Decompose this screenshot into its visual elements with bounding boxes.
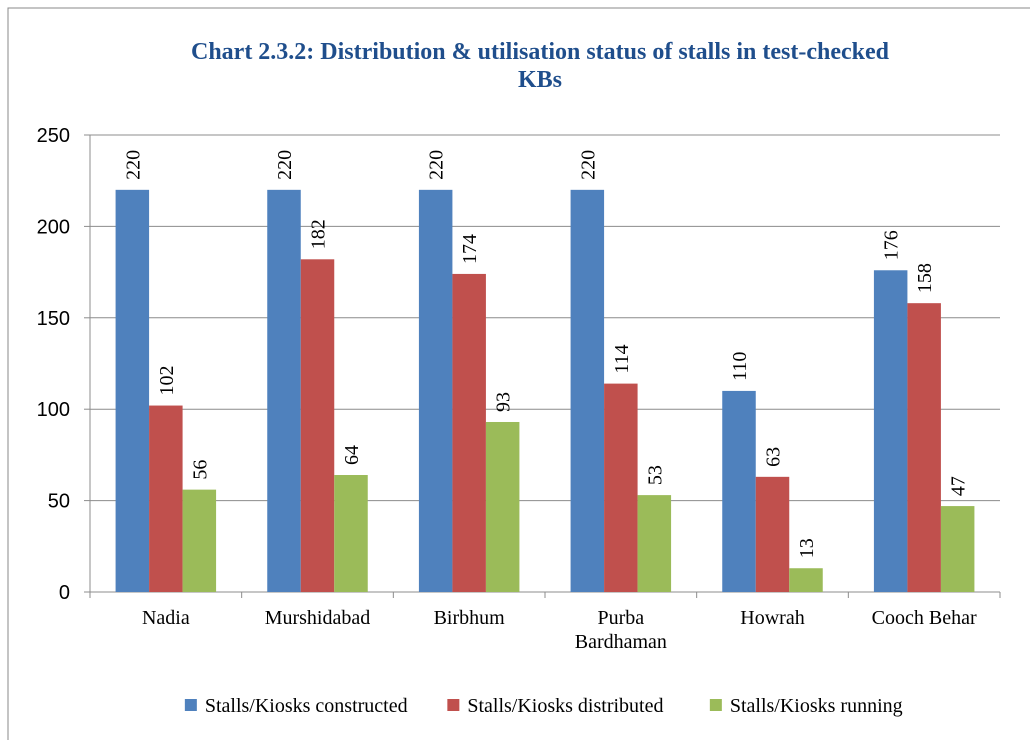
legend-swatch (447, 699, 460, 711)
y-tick-label: 0 (59, 582, 70, 604)
legend-label: Stalls/Kiosks distributed (467, 695, 663, 717)
data-label: 220 (426, 150, 448, 180)
data-label: 158 (914, 263, 936, 293)
x-tick-label: Birbhum (433, 607, 505, 629)
data-label: 13 (796, 538, 818, 558)
legend-label: Stalls/Kiosks running (730, 695, 903, 717)
chart-title: Chart 2.3.2: Distribution & utilisation … (190, 39, 889, 93)
bar (267, 189, 301, 592)
data-label: 182 (308, 219, 330, 249)
bar (604, 383, 638, 592)
bar (182, 489, 217, 592)
bar (907, 303, 941, 592)
y-tick-label: 250 (37, 125, 70, 147)
bar (149, 405, 183, 592)
x-tick-label: Nadia (141, 607, 190, 629)
bar (485, 421, 520, 592)
bar (300, 259, 335, 592)
data-label: 174 (459, 234, 481, 264)
x-tick-label: Cooch Behar (871, 607, 977, 629)
bar (115, 189, 150, 592)
legend-swatch (709, 699, 722, 711)
y-tick-label: 100 (37, 399, 70, 421)
data-label: 114 (611, 344, 633, 373)
data-label: 56 (189, 460, 211, 480)
bar (940, 506, 975, 592)
bar (570, 189, 605, 592)
y-tick-label: 150 (37, 308, 70, 330)
y-tick-label: 50 (48, 491, 70, 513)
bar (873, 270, 908, 592)
data-label: 176 (881, 230, 903, 260)
y-tick-label: 200 (37, 216, 70, 238)
chart-border (7, 7, 1030, 740)
data-label: 93 (493, 392, 515, 412)
x-tick-label: Murshidabad (264, 607, 371, 629)
data-label: 47 (948, 476, 970, 496)
data-label: 220 (577, 150, 599, 180)
bar (637, 495, 672, 592)
x-tick-label: Howrah (740, 607, 805, 629)
data-label: 220 (274, 150, 296, 180)
x-tick-label: Purba Bardhaman (574, 607, 667, 653)
data-label: 110 (729, 352, 751, 381)
data-label: 64 (341, 445, 363, 465)
bar (722, 390, 756, 592)
bar (789, 568, 823, 592)
bar (452, 273, 486, 592)
data-label: 53 (644, 465, 666, 485)
data-label: 220 (122, 150, 144, 180)
data-label: 63 (763, 447, 785, 467)
bar (755, 476, 790, 592)
legend-swatch (184, 699, 197, 711)
bar (334, 475, 368, 592)
bar (418, 189, 453, 592)
legend-label: Stalls/Kiosks constructed (205, 695, 408, 717)
data-label: 102 (156, 366, 178, 396)
